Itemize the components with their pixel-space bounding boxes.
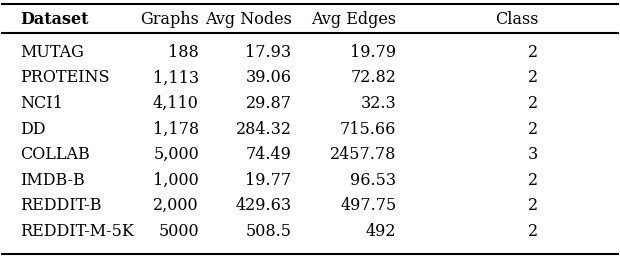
Text: 4,110: 4,110 <box>153 95 199 112</box>
Text: 39.06: 39.06 <box>246 69 291 86</box>
Text: DD: DD <box>20 120 45 138</box>
Text: 19.79: 19.79 <box>350 44 396 61</box>
Text: IMDB-B: IMDB-B <box>20 172 85 189</box>
Text: 3: 3 <box>528 146 538 163</box>
Text: 1,000: 1,000 <box>153 172 199 189</box>
Text: 5,000: 5,000 <box>153 146 199 163</box>
Text: MUTAG: MUTAG <box>20 44 84 61</box>
Text: 284.32: 284.32 <box>236 120 291 138</box>
Text: 2: 2 <box>528 69 538 86</box>
Text: PROTEINS: PROTEINS <box>20 69 109 86</box>
Text: 1,178: 1,178 <box>153 120 199 138</box>
Text: COLLAB: COLLAB <box>20 146 90 163</box>
Text: 2: 2 <box>528 197 538 214</box>
Text: 2: 2 <box>528 44 538 61</box>
Text: 72.82: 72.82 <box>350 69 396 86</box>
Text: 497.75: 497.75 <box>340 197 396 214</box>
Text: 508.5: 508.5 <box>246 223 291 240</box>
Text: 29.87: 29.87 <box>246 95 291 112</box>
Text: 1,113: 1,113 <box>153 69 199 86</box>
Text: 96.53: 96.53 <box>350 172 396 189</box>
Text: 2457.78: 2457.78 <box>330 146 396 163</box>
Text: NCI1: NCI1 <box>20 95 63 112</box>
Text: 2: 2 <box>528 172 538 189</box>
Text: 2: 2 <box>528 95 538 112</box>
Text: REDDIT-B: REDDIT-B <box>20 197 102 214</box>
Text: 2: 2 <box>528 223 538 240</box>
Text: REDDIT-M-5K: REDDIT-M-5K <box>20 223 134 240</box>
Text: Class: Class <box>495 11 538 28</box>
Text: 19.77: 19.77 <box>246 172 291 189</box>
Text: 492: 492 <box>366 223 396 240</box>
Text: 74.49: 74.49 <box>246 146 291 163</box>
Text: Avg Nodes: Avg Nodes <box>205 11 291 28</box>
Text: Dataset: Dataset <box>20 11 89 28</box>
Text: 32.3: 32.3 <box>361 95 396 112</box>
Text: 188: 188 <box>168 44 199 61</box>
Text: 429.63: 429.63 <box>236 197 291 214</box>
Text: 2: 2 <box>528 120 538 138</box>
Text: 17.93: 17.93 <box>246 44 291 61</box>
Text: 5000: 5000 <box>158 223 199 240</box>
Text: Graphs: Graphs <box>140 11 199 28</box>
Text: 715.66: 715.66 <box>340 120 396 138</box>
Text: Avg Edges: Avg Edges <box>311 11 396 28</box>
Text: 2,000: 2,000 <box>153 197 199 214</box>
